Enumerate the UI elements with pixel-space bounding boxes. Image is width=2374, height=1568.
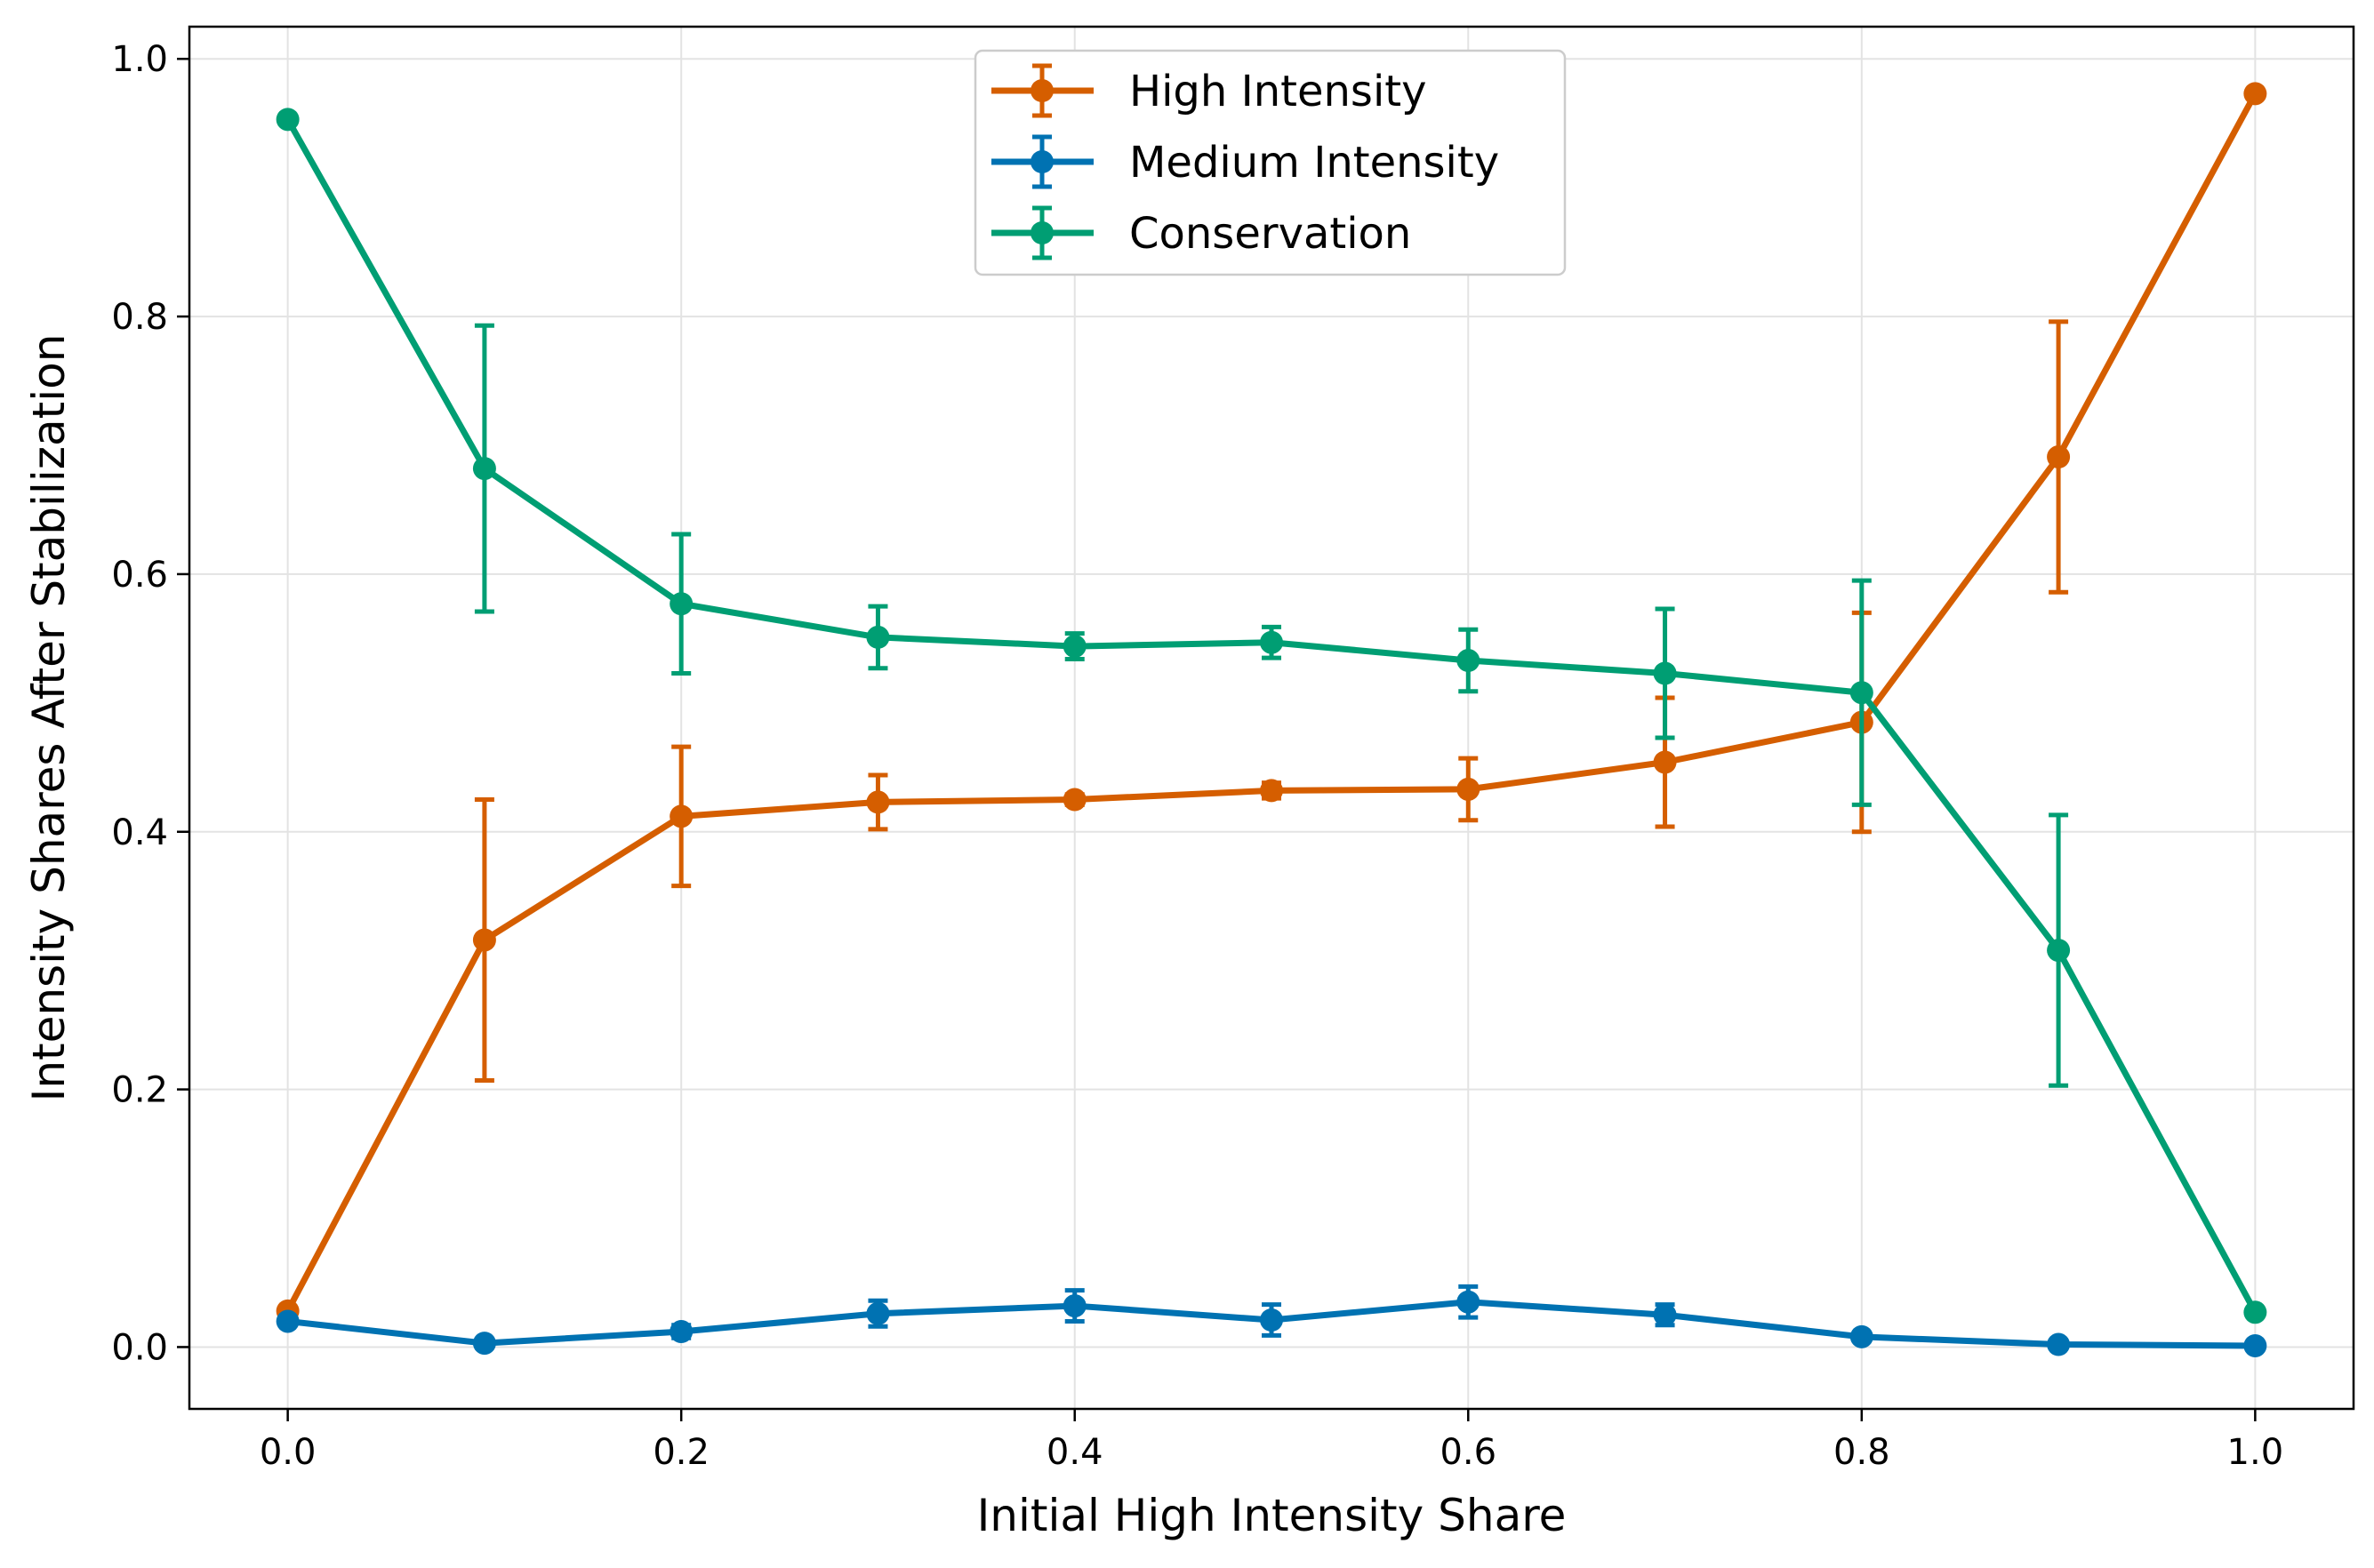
data-point	[472, 928, 496, 952]
x-tick-label: 0.4	[1047, 1432, 1103, 1473]
data-point	[866, 1301, 890, 1325]
x-tick-label: 0.2	[653, 1432, 710, 1473]
series-line	[285, 117, 2258, 1314]
series-layer	[276, 82, 2267, 1357]
data-point	[866, 790, 890, 814]
data-point	[1456, 649, 1480, 673]
data-point	[1849, 681, 1873, 705]
data-point	[1260, 630, 1283, 654]
legend-label: Medium Intensity	[1129, 138, 1499, 188]
y-tick-label: 0.2	[111, 1070, 168, 1111]
data-point	[276, 108, 300, 132]
legend-marker	[1031, 221, 1054, 244]
data-point	[1653, 661, 1677, 685]
data-point	[670, 592, 694, 616]
data-point	[1063, 788, 1087, 812]
data-point	[1260, 1308, 1283, 1332]
legend-marker	[1031, 79, 1054, 102]
data-point	[2243, 82, 2267, 106]
legend-item: Medium Intensity	[991, 134, 1499, 189]
y-tick-label: 1.0	[111, 39, 168, 80]
data-point	[1063, 635, 1087, 659]
data-point	[1456, 777, 1480, 801]
series-medium-intensity	[276, 1284, 2267, 1357]
x-tick-label: 0.8	[1833, 1432, 1890, 1473]
series-line	[285, 92, 2258, 1313]
legend-label: Conservation	[1129, 209, 1411, 259]
data-point	[2047, 1332, 2071, 1356]
data-point	[2243, 1300, 2267, 1324]
plot-frame	[188, 25, 2355, 1411]
x-tick-label: 1.0	[2227, 1432, 2284, 1473]
legend-box	[974, 49, 1567, 276]
y-tick-label: 0.6	[111, 555, 168, 596]
x-tick-label: 0.6	[1440, 1432, 1496, 1473]
ticks: 0.0 0.2 0.4 0.6 0.8 1.0 0.0 0.2 0.4 0.6 0.8 1.0	[111, 39, 2283, 1473]
data-point	[2047, 445, 2071, 469]
x-tick-label: 0.0	[260, 1432, 317, 1473]
y-axis-label: Intensity Shares After Stabilization	[23, 334, 75, 1102]
legend: High Intensity Medium Intensity Conservati…	[974, 49, 1567, 276]
data-point	[1653, 750, 1677, 774]
data-point	[472, 457, 496, 481]
data-point	[1849, 1324, 1873, 1348]
data-point	[276, 1309, 300, 1333]
y-tick-label: 0.0	[111, 1327, 168, 1368]
data-point	[2047, 939, 2071, 963]
data-point	[670, 804, 694, 828]
x-axis-label: Initial High Intensity Share	[977, 1490, 1567, 1541]
data-point	[1063, 1294, 1087, 1318]
data-point	[1456, 1290, 1480, 1314]
data-point	[1653, 1303, 1677, 1327]
legend-item: Conservation	[991, 205, 1411, 260]
series-high-intensity	[276, 82, 2267, 1323]
data-point	[2243, 1333, 2267, 1357]
legend-marker	[1031, 150, 1054, 173]
series-conservation	[276, 108, 2267, 1324]
y-tick-label: 0.4	[111, 812, 168, 853]
y-tick-label: 0.8	[111, 297, 168, 338]
data-point	[1260, 779, 1283, 803]
data-point	[670, 1320, 694, 1344]
data-point	[472, 1332, 496, 1356]
data-point	[866, 625, 890, 649]
legend-item: High Intensity	[991, 63, 1427, 118]
legend-label: High Intensity	[1129, 67, 1427, 116]
